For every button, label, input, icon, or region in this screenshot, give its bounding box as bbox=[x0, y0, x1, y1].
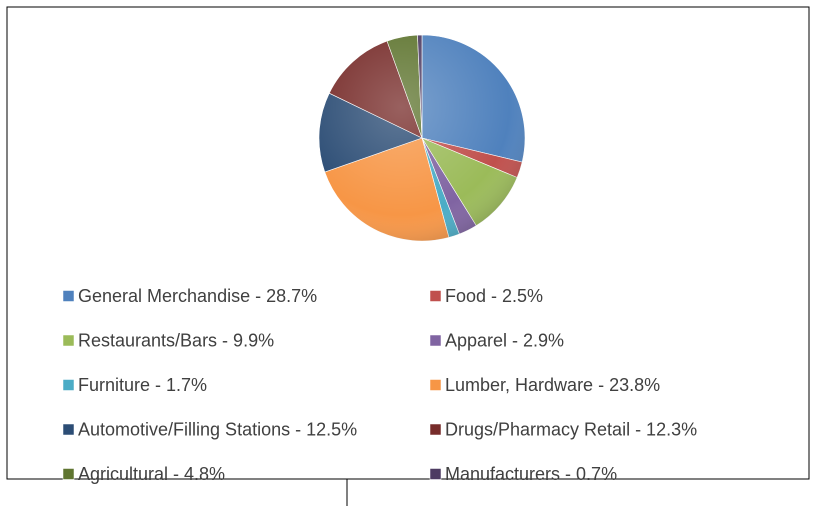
legend-label: Automotive/Filling Stations - 12.5% bbox=[78, 419, 357, 439]
legend-label: Drugs/Pharmacy Retail - 12.3% bbox=[445, 419, 697, 439]
legend-label: Apparel - 2.9% bbox=[445, 330, 564, 350]
legend-label: Food - 2.5% bbox=[445, 286, 543, 306]
chart-border bbox=[6, 6, 810, 480]
legend-swatch bbox=[62, 290, 75, 302]
legend-label: Furniture - 1.7% bbox=[78, 375, 207, 395]
legend-swatch bbox=[62, 334, 75, 347]
legend-label: Restaurants/Bars - 9.9% bbox=[78, 330, 274, 350]
legend-label: Manufacturers - 0.7% bbox=[445, 464, 617, 484]
legend-swatch bbox=[429, 334, 442, 347]
legend-swatch bbox=[62, 468, 75, 480]
legend-swatch bbox=[429, 290, 442, 302]
legend-label: Agricultural - 4.8% bbox=[78, 464, 225, 484]
legend-swatch bbox=[62, 423, 75, 436]
legend-swatch bbox=[429, 423, 442, 436]
legend-swatch bbox=[429, 379, 442, 391]
legend-label: General Merchandise - 28.7% bbox=[78, 286, 317, 306]
legend-label: Lumber, Hardware - 23.8% bbox=[445, 375, 660, 395]
legend-swatch bbox=[429, 468, 442, 480]
legend-swatch bbox=[62, 379, 75, 391]
